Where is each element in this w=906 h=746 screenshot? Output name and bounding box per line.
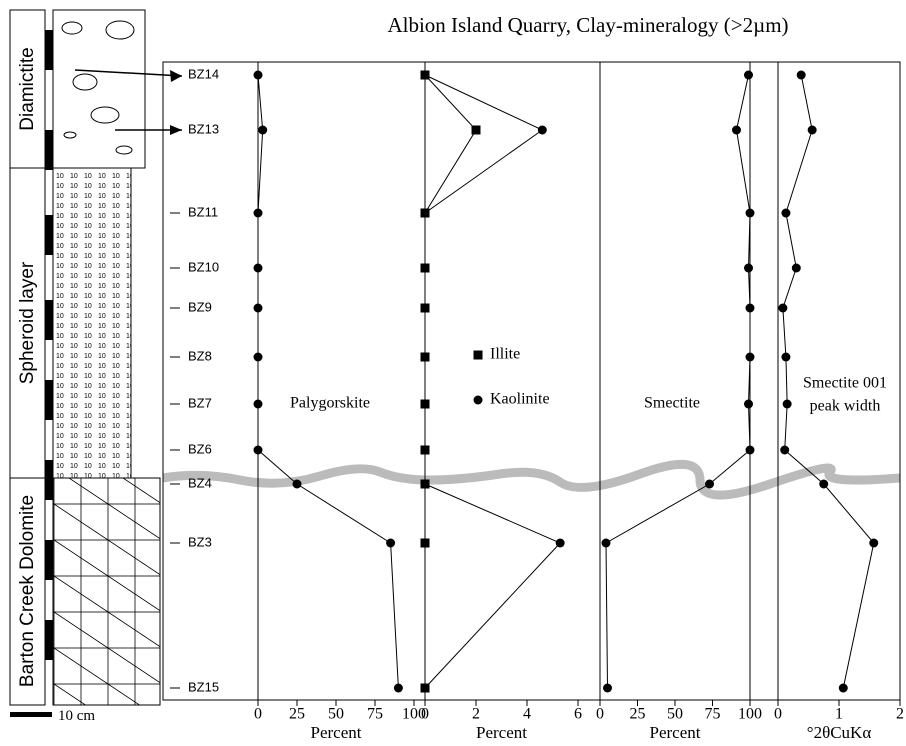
x-tick-label: 25 <box>630 706 646 723</box>
data-point <box>253 303 263 313</box>
sample-label: BZ4 <box>188 475 212 490</box>
sample-label: BZ7 <box>188 395 212 410</box>
panel-label: Smectite <box>644 395 700 412</box>
sample-label: BZ3 <box>188 534 212 549</box>
scale-label: 10 cm <box>58 708 95 724</box>
series-line <box>424 74 561 689</box>
data-point <box>745 303 755 313</box>
data-point <box>782 399 792 409</box>
x-axis-label: Percent <box>476 723 527 742</box>
x-tick-label: 75 <box>705 706 721 723</box>
x-tick-label: 4 <box>523 706 531 723</box>
data-point <box>838 683 848 693</box>
data-point <box>732 125 741 135</box>
data-point <box>781 352 791 362</box>
panel-label: peak width <box>810 398 881 415</box>
data-point <box>869 538 879 548</box>
panel-label: Smectite 001 <box>803 375 887 392</box>
strat-column <box>9 9 183 717</box>
x-tick-label: 1 <box>835 706 843 723</box>
sample-label: BZ9 <box>188 299 212 314</box>
x-axis-label: Percent <box>650 723 701 742</box>
data-point <box>781 208 791 218</box>
sample-label: BZ6 <box>188 441 212 456</box>
sample-label: BZ8 <box>188 348 212 363</box>
data-point <box>253 445 263 455</box>
series-line <box>424 74 477 688</box>
x-tick-label: 2 <box>896 706 904 723</box>
x-tick-label: 0 <box>596 706 604 723</box>
data-point <box>745 445 755 455</box>
data-point <box>420 263 430 273</box>
x-tick-label: 100 <box>402 706 426 723</box>
data-point <box>420 208 430 218</box>
series-line <box>257 74 399 689</box>
x-tick-label: 0 <box>254 706 262 723</box>
data-point <box>745 352 755 362</box>
unit-label: Diamictite <box>17 47 38 130</box>
data-point <box>744 399 753 409</box>
data-point <box>603 683 612 693</box>
x-axis-label: Percent <box>311 723 362 742</box>
data-point <box>420 399 430 409</box>
data-point <box>253 352 263 362</box>
data-point <box>393 683 403 693</box>
unit-label: Spheroid layer <box>17 261 38 384</box>
data-point <box>386 538 396 548</box>
data-point <box>601 538 611 548</box>
data-point <box>778 303 788 313</box>
data-point <box>253 208 263 218</box>
legend-marker <box>473 350 483 360</box>
x-tick-label: 25 <box>289 706 305 723</box>
unit-label: Barton Creek Dolomite <box>17 495 38 687</box>
data-point <box>744 70 753 80</box>
x-tick-label: 0 <box>774 706 782 723</box>
data-point <box>420 683 430 693</box>
data-point <box>791 263 801 273</box>
data-point <box>292 479 302 489</box>
data-point <box>420 538 430 548</box>
data-point <box>420 303 430 313</box>
x-axis-label: °2θCuKα <box>807 723 872 742</box>
sample-label: BZ14 <box>188 66 219 81</box>
data-point <box>420 70 430 80</box>
sample-label: BZ13 <box>188 121 219 136</box>
x-tick-label: 50 <box>328 706 344 723</box>
data-point <box>744 263 753 273</box>
data-point <box>819 479 829 489</box>
legend-label: Illite <box>490 346 520 363</box>
data-point <box>420 445 430 455</box>
x-tick-label: 100 <box>738 706 762 723</box>
x-tick-label: 2 <box>472 706 480 723</box>
panel-label: Palygorskite <box>290 395 370 412</box>
data-point <box>807 125 817 135</box>
x-tick-label: 75 <box>367 706 383 723</box>
data-point <box>537 125 547 135</box>
data-point <box>705 479 714 489</box>
data-point <box>253 70 263 80</box>
legend-marker <box>473 395 483 405</box>
data-point <box>796 70 806 80</box>
data-point <box>258 125 268 135</box>
plot-frame <box>162 61 901 701</box>
data-point <box>420 352 430 362</box>
sample-label: BZ10 <box>188 259 219 274</box>
legend-label: Kaolinite <box>490 391 550 408</box>
data-point <box>780 445 790 455</box>
data-point <box>253 263 263 273</box>
sample-label: BZ15 <box>188 679 219 694</box>
x-tick-label: 50 <box>667 706 683 723</box>
data-point <box>253 399 263 409</box>
x-tick-label: 6 <box>574 706 582 723</box>
series-line <box>605 74 751 689</box>
data-point <box>420 479 430 489</box>
data-point <box>471 125 481 135</box>
sample-label: BZ11 <box>188 204 218 219</box>
data-point <box>555 538 565 548</box>
x-tick-label: 0 <box>421 706 429 723</box>
data-point <box>745 208 755 218</box>
chart-title: Albion Island Quarry, Clay-mineralogy (>… <box>387 13 788 37</box>
contact-band <box>162 459 901 500</box>
